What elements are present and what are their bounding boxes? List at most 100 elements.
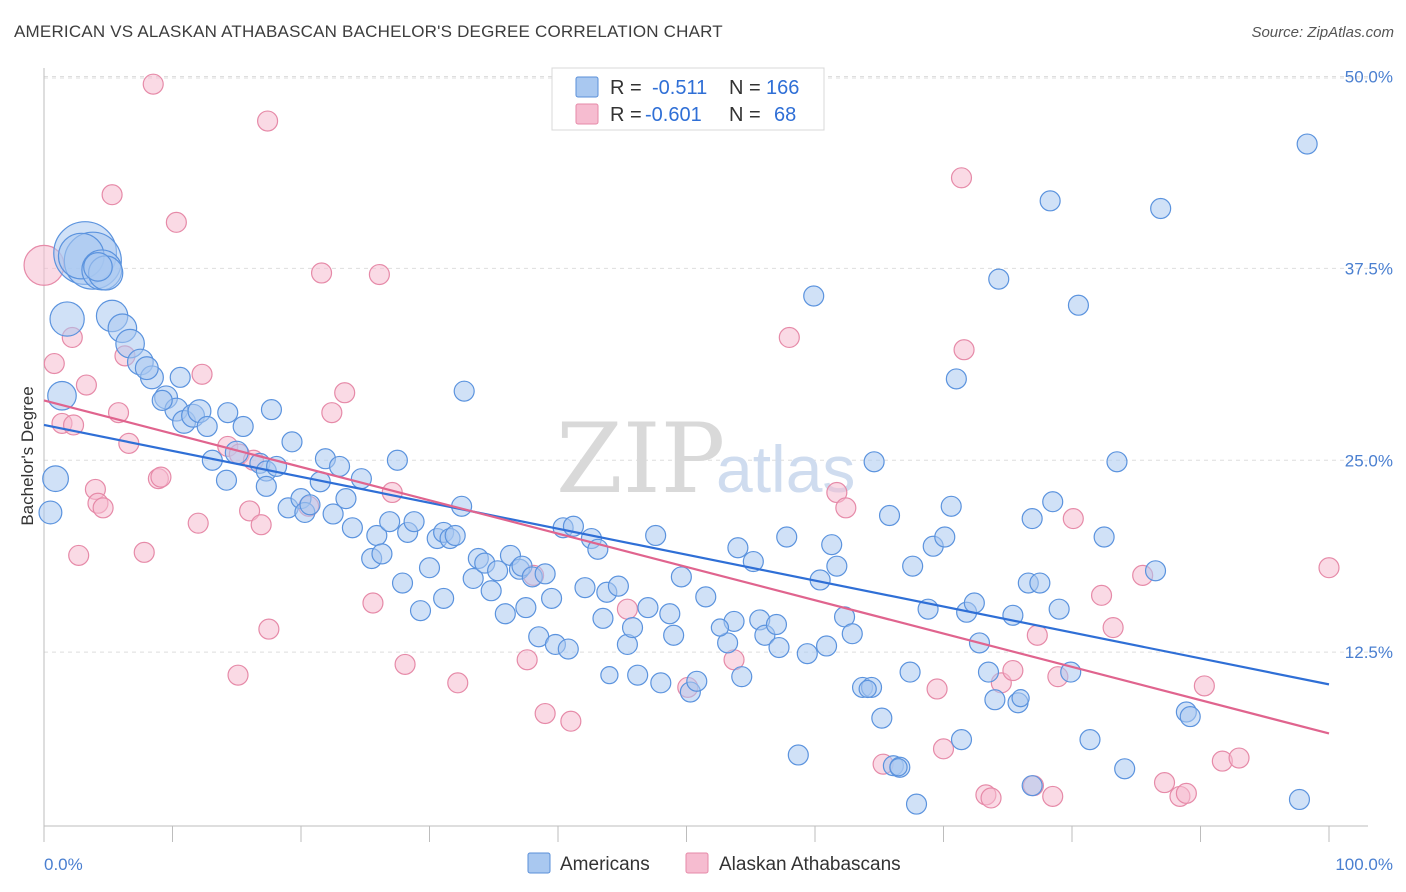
data-point xyxy=(607,575,629,597)
data-point xyxy=(215,469,238,491)
legend-n-label-2: N = xyxy=(729,104,761,126)
data-point xyxy=(1179,706,1201,728)
data-point xyxy=(934,526,956,548)
data-point xyxy=(787,744,809,766)
data-point xyxy=(386,449,408,471)
data-point xyxy=(150,466,172,488)
trend-line-americans xyxy=(43,423,1330,686)
data-point xyxy=(187,512,209,534)
y-tick-labels: 12.5% 25.0% 37.5% 50.0% xyxy=(1345,68,1393,663)
data-point xyxy=(902,555,924,577)
data-point xyxy=(663,624,685,646)
data-point xyxy=(151,389,173,411)
bottom-legend-swatch-athabascans xyxy=(685,852,709,874)
data-point xyxy=(776,526,798,548)
data-point xyxy=(134,356,159,381)
data-points xyxy=(23,73,1340,815)
data-point xyxy=(83,251,113,282)
data-point xyxy=(1039,190,1061,212)
data-point xyxy=(1150,197,1172,220)
data-point xyxy=(1288,788,1311,811)
data-point xyxy=(68,544,90,566)
data-point xyxy=(889,758,908,777)
y-tick-label: 12.5% xyxy=(1345,643,1393,662)
data-point xyxy=(480,580,502,602)
data-point xyxy=(871,707,893,729)
data-point xyxy=(232,415,254,438)
data-point xyxy=(38,500,63,525)
legend-r-value-1: -0.511 xyxy=(652,77,707,99)
data-point xyxy=(988,268,1010,290)
legend-swatch-athabascans xyxy=(575,103,599,125)
data-point xyxy=(255,475,277,497)
data-point xyxy=(299,494,321,516)
data-point xyxy=(350,468,372,490)
data-point xyxy=(257,110,279,132)
data-point xyxy=(133,541,155,563)
data-point xyxy=(541,587,563,609)
data-point xyxy=(534,563,556,585)
data-point xyxy=(627,664,649,686)
data-point xyxy=(932,738,955,760)
data-point xyxy=(409,600,432,622)
data-point xyxy=(574,577,596,599)
data-point xyxy=(616,598,638,620)
data-point xyxy=(1079,729,1101,751)
data-point xyxy=(1062,508,1084,530)
legend-n-label-1: N = xyxy=(729,77,761,99)
data-point xyxy=(368,263,390,286)
y-axis-title: Bachelor's Degree xyxy=(18,386,37,525)
data-point xyxy=(821,534,843,556)
data-point xyxy=(1102,616,1124,639)
data-point xyxy=(1042,785,1064,807)
data-point xyxy=(835,497,857,519)
data-point xyxy=(1090,584,1113,606)
data-point xyxy=(418,557,441,579)
data-point xyxy=(953,339,975,361)
data-point xyxy=(926,678,948,700)
data-point xyxy=(905,793,928,815)
data-point xyxy=(260,399,283,421)
data-point xyxy=(659,603,681,625)
data-point xyxy=(433,587,455,609)
data-point xyxy=(899,661,921,683)
data-point xyxy=(1042,491,1064,513)
data-point xyxy=(963,592,985,614)
data-point xyxy=(1029,572,1051,594)
y-tick-label: 37.5% xyxy=(1345,259,1393,278)
data-point xyxy=(686,670,708,692)
legend-n-value-2: 68 xyxy=(774,104,796,126)
data-point xyxy=(335,488,357,510)
data-point xyxy=(1093,526,1115,548)
data-point xyxy=(940,495,962,517)
data-point xyxy=(165,211,187,233)
data-point xyxy=(341,517,363,539)
data-point xyxy=(515,597,537,619)
data-point xyxy=(281,431,303,453)
series-legend: Americans Alaskan Athabascans xyxy=(527,852,901,875)
data-point xyxy=(1175,782,1197,804)
trend-lines xyxy=(43,399,1330,735)
data-point xyxy=(592,607,614,629)
data-point xyxy=(1114,758,1136,780)
data-point xyxy=(101,184,123,206)
data-point xyxy=(878,504,901,527)
y-tick-label: 50.0% xyxy=(1345,68,1393,87)
data-point xyxy=(487,560,509,582)
bottom-legend-swatch-americans xyxy=(527,852,551,874)
data-point xyxy=(391,572,414,594)
data-point xyxy=(379,511,401,533)
source-label: Source: ZipAtlas.com xyxy=(1251,24,1394,41)
data-point xyxy=(310,262,333,284)
data-point xyxy=(191,363,213,385)
data-point xyxy=(334,382,356,404)
data-point xyxy=(169,366,191,388)
data-point xyxy=(717,632,739,654)
data-point xyxy=(328,455,351,477)
trend-line-alaskan-athabascans xyxy=(43,399,1330,735)
data-point xyxy=(1026,624,1048,646)
data-point xyxy=(977,661,1000,683)
data-point xyxy=(1011,689,1030,708)
data-point xyxy=(394,653,416,675)
